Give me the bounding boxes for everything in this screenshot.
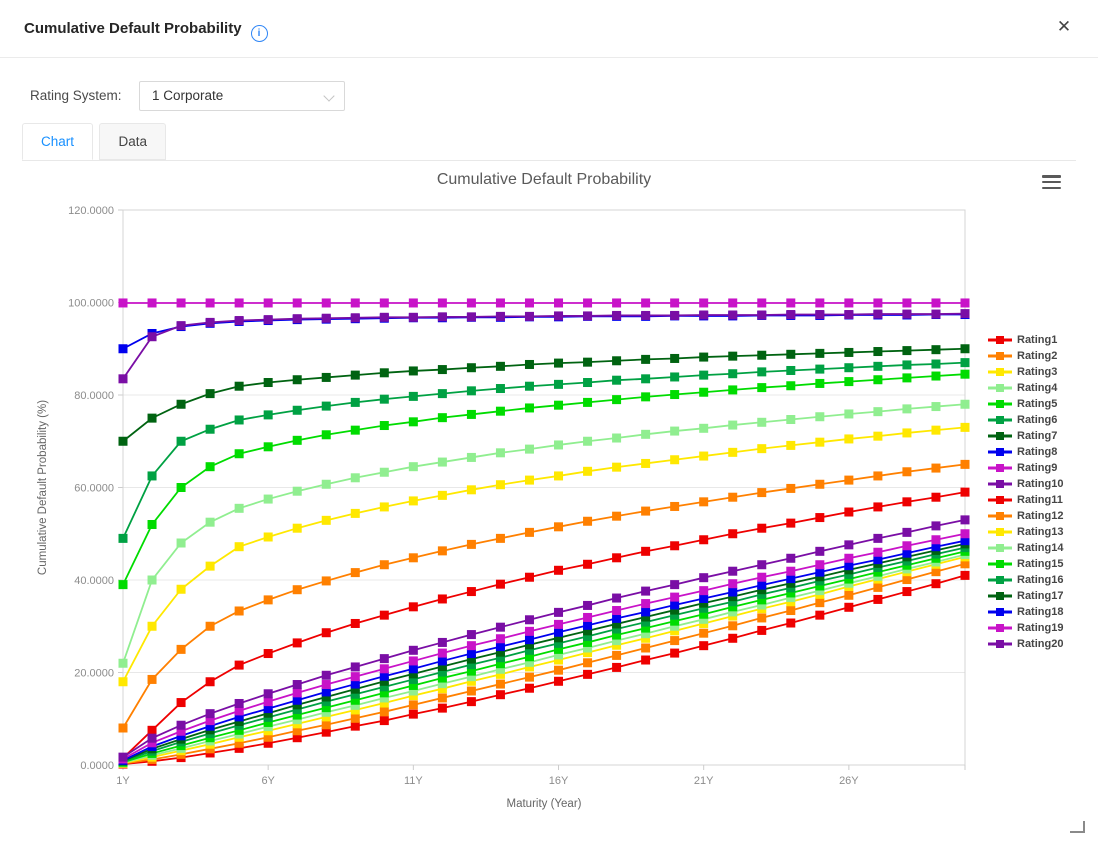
legend-item-rating3[interactable]: Rating3	[988, 364, 1063, 380]
legend-label: Rating3	[1017, 366, 1058, 378]
legend-item-rating1[interactable]: Rating1	[988, 332, 1063, 348]
hamburger-menu-icon[interactable]	[1042, 175, 1061, 190]
svg-text:40.0000: 40.0000	[74, 575, 114, 587]
legend-label: Rating8	[1017, 446, 1058, 458]
legend-label: Rating16	[1017, 574, 1064, 586]
legend-item-rating9[interactable]: Rating9	[988, 460, 1063, 476]
legend-item-rating15[interactable]: Rating15	[988, 556, 1063, 572]
legend-label: Rating18	[1017, 606, 1064, 618]
legend-line-square-marker	[988, 416, 1012, 424]
legend-item-rating8[interactable]: Rating8	[988, 444, 1063, 460]
svg-text:0.0000: 0.0000	[80, 760, 114, 772]
legend-line-square-marker	[988, 576, 1012, 584]
legend-line-square-marker	[988, 368, 1012, 376]
dialog-title: Cumulative Default Probability i	[24, 0, 268, 57]
legend-label: Rating15	[1017, 558, 1064, 570]
svg-text:20.0000: 20.0000	[74, 668, 114, 680]
svg-text:Cumulative Default Probability: Cumulative Default Probability (%)	[37, 400, 49, 575]
rating-system-label: Rating System:	[30, 88, 122, 103]
legend-item-rating6[interactable]: Rating6	[988, 412, 1063, 428]
legend-label: Rating9	[1017, 462, 1058, 474]
legend-line-square-marker	[988, 448, 1012, 456]
tab-chart[interactable]: Chart	[22, 123, 94, 160]
legend-line-square-marker	[988, 432, 1012, 440]
chart-title: Cumulative Default Probability	[436, 171, 652, 188]
svg-text:80.0000: 80.0000	[74, 390, 114, 402]
legend-line-square-marker	[988, 528, 1012, 536]
rating-system-select[interactable]: 1 Corporate	[139, 81, 345, 111]
legend-line-square-marker	[988, 640, 1012, 648]
legend-line-square-marker	[988, 608, 1012, 616]
legend-line-square-marker	[988, 592, 1012, 600]
legend-item-rating16[interactable]: Rating16	[988, 572, 1063, 588]
legend-item-rating12[interactable]: Rating12	[988, 508, 1063, 524]
legend-line-square-marker	[988, 544, 1012, 552]
svg-text:26Y: 26Y	[839, 775, 859, 787]
legend-item-rating19[interactable]: Rating19	[988, 620, 1063, 636]
legend-line-square-marker	[988, 336, 1012, 344]
legend-label: Rating20	[1017, 638, 1064, 650]
legend-line-square-marker	[988, 624, 1012, 632]
legend-item-rating7[interactable]: Rating7	[988, 428, 1063, 444]
legend-item-rating2[interactable]: Rating2	[988, 348, 1063, 364]
legend-label: Rating12	[1017, 510, 1064, 522]
legend-label: Rating6	[1017, 414, 1058, 426]
legend-label: Rating5	[1017, 398, 1058, 410]
legend-line-square-marker	[988, 512, 1012, 520]
legend-label: Rating19	[1017, 622, 1064, 634]
legend-line-square-marker	[988, 352, 1012, 360]
legend-label: Rating13	[1017, 526, 1064, 538]
svg-text:1Y: 1Y	[116, 775, 130, 787]
tab-data[interactable]: Data	[99, 123, 166, 160]
legend-item-rating4[interactable]: Rating4	[988, 380, 1063, 396]
legend-label: Rating4	[1017, 382, 1058, 394]
legend-line-square-marker	[988, 400, 1012, 408]
legend-label: Rating17	[1017, 590, 1064, 602]
svg-text:60.0000: 60.0000	[74, 483, 114, 495]
legend-label: Rating11	[1017, 494, 1063, 506]
legend-item-rating13[interactable]: Rating13	[988, 524, 1063, 540]
svg-text:Maturity (Year): Maturity (Year)	[507, 798, 582, 810]
svg-text:6Y: 6Y	[261, 775, 275, 787]
legend-label: Rating14	[1017, 542, 1064, 554]
rating-system-value: 1 Corporate	[152, 88, 224, 103]
legend-item-rating17[interactable]: Rating17	[988, 588, 1063, 604]
legend-label: Rating7	[1017, 430, 1058, 442]
svg-text:21Y: 21Y	[694, 775, 714, 787]
legend-item-rating10[interactable]: Rating10	[988, 476, 1063, 492]
close-icon[interactable]: ✕	[1056, 17, 1072, 36]
chart-legend: Rating1 Rating2 Rating3 Rating4 Rating5 Ratin…	[988, 332, 1063, 652]
info-icon[interactable]: i	[250, 25, 268, 42]
legend-item-rating14[interactable]: Rating14	[988, 540, 1063, 556]
legend-line-square-marker	[988, 496, 1012, 504]
legend-item-rating20[interactable]: Rating20	[988, 636, 1063, 652]
legend-line-square-marker	[988, 464, 1012, 472]
dialog-header: Cumulative Default Probability i ✕	[0, 0, 1098, 58]
dialog-title-text: Cumulative Default Probability	[24, 20, 242, 37]
legend-item-rating18[interactable]: Rating18	[988, 604, 1063, 620]
svg-text:100.0000: 100.0000	[68, 298, 114, 310]
legend-line-square-marker	[988, 480, 1012, 488]
svg-text:16Y: 16Y	[549, 775, 569, 787]
legend-item-rating5[interactable]: Rating5	[988, 396, 1063, 412]
line-chart-plot: 0.0000 20.0000 40.0000 60.0000 80.0000 100.00…	[37, 205, 970, 810]
chart-panel: Cumulative Default Probability 0.0000 20.…	[0, 160, 1098, 850]
svg-text:120.0000: 120.0000	[68, 205, 114, 217]
legend-label: Rating1	[1017, 334, 1058, 346]
legend-label: Rating10	[1017, 478, 1064, 490]
legend-line-square-marker	[988, 384, 1012, 392]
legend-line-square-marker	[988, 560, 1012, 568]
legend-item-rating11[interactable]: Rating11	[988, 492, 1063, 508]
svg-text:11Y: 11Y	[404, 775, 423, 787]
resize-corner-icon[interactable]	[1070, 821, 1085, 833]
legend-label: Rating2	[1017, 350, 1058, 362]
tab-bar: Chart Data	[22, 123, 1076, 161]
